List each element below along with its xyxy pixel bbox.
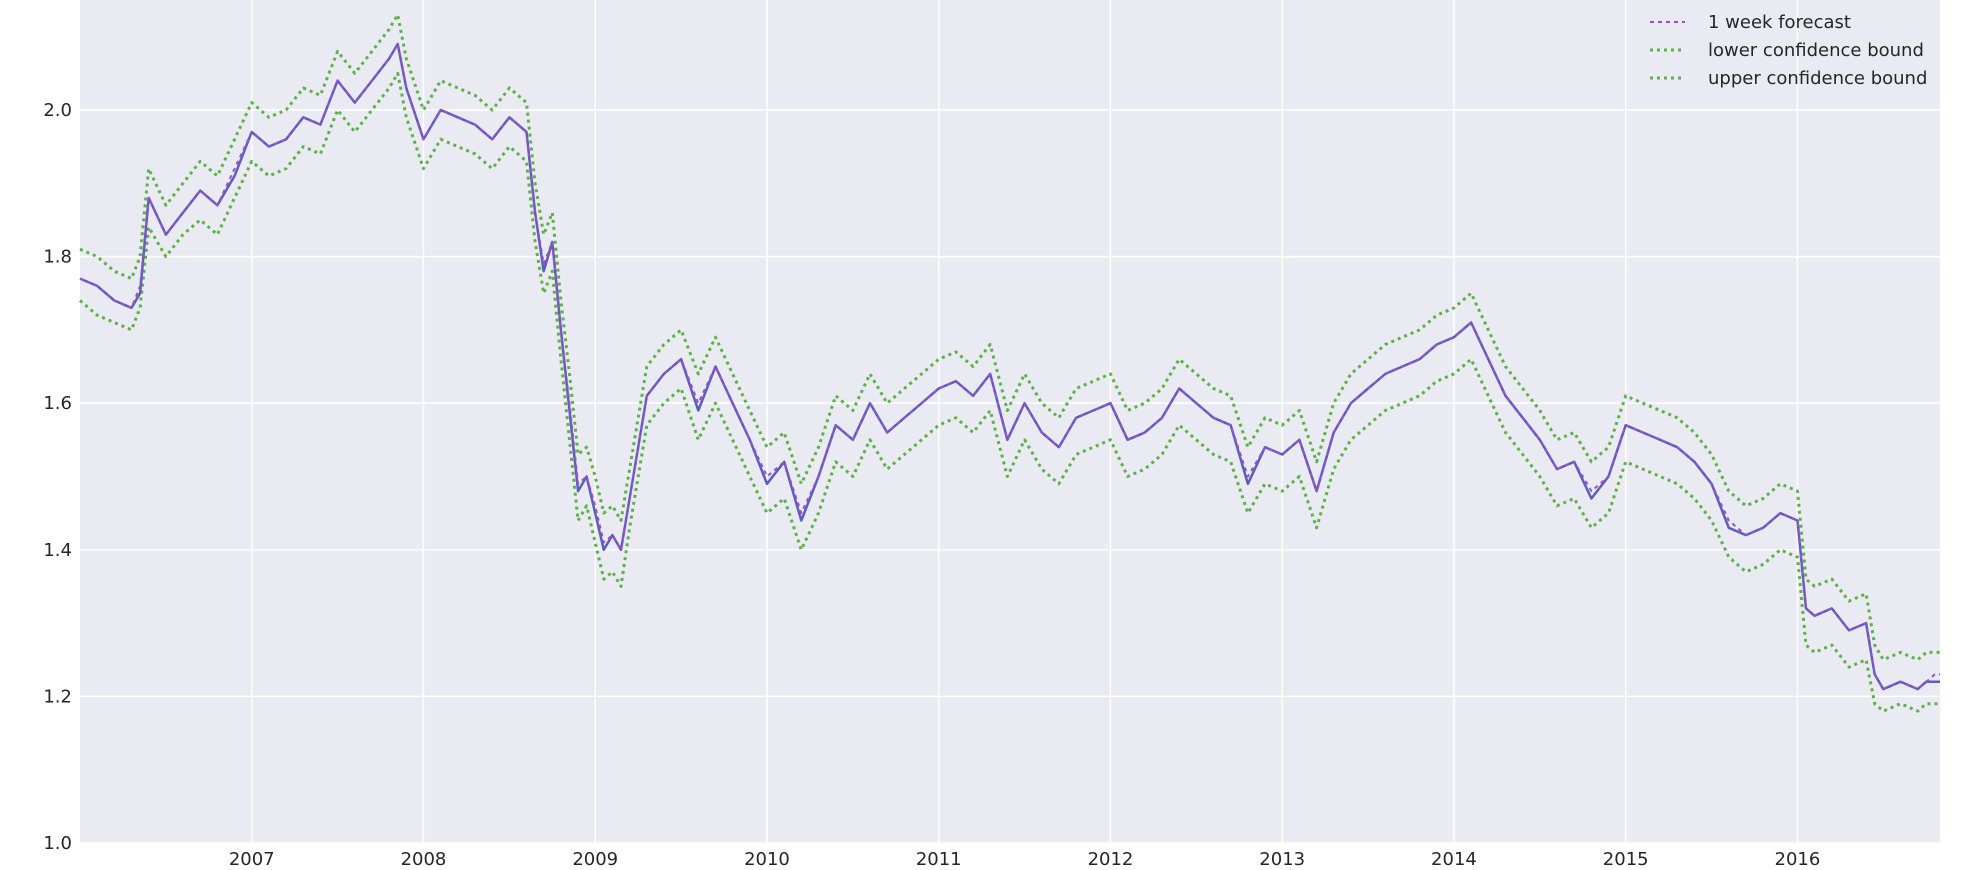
legend-item-upper: upper confidence bound <box>1650 68 1927 89</box>
x-tick-label: 2013 <box>1259 849 1305 870</box>
y-tick-label: 1.0 <box>43 833 72 854</box>
series-lower-confidence-bound <box>79 71 1940 713</box>
y-tick-label: 1.6 <box>43 393 72 414</box>
legend-item-forecast: 1 week forecast <box>1650 12 1851 33</box>
x-tick-label: 2012 <box>1088 849 1134 870</box>
legend-label: 1 week forecast <box>1708 12 1851 33</box>
series-actual <box>79 42 1940 691</box>
legend: 1 week forecast lower confidence bound u… <box>1650 12 1927 89</box>
x-tick-label: 2011 <box>916 849 962 870</box>
x-tick-label: 2015 <box>1603 849 1649 870</box>
x-axis-ticks: 2007 2008 2009 2010 2011 2012 2013 2014 2015 2016 <box>229 849 1821 870</box>
x-tick-label: 2007 <box>229 849 275 870</box>
series-layer <box>79 13 1940 713</box>
legend-label: lower confidence bound <box>1708 40 1924 61</box>
y-tick-label: 1.4 <box>43 540 72 561</box>
series-upper-confidence-bound <box>79 13 1940 662</box>
y-axis-ticks: 1.0 1.2 1.4 1.6 1.8 2.0 <box>43 100 72 854</box>
x-tick-label: 2016 <box>1775 849 1821 870</box>
plot-background <box>80 0 1940 843</box>
x-tick-label: 2014 <box>1431 849 1477 870</box>
x-tick-label: 2010 <box>744 849 790 870</box>
legend-item-lower: lower confidence bound <box>1650 40 1924 61</box>
x-tick-label: 2009 <box>572 849 618 870</box>
x-tick-label: 2008 <box>401 849 447 870</box>
y-tick-label: 2.0 <box>43 100 72 121</box>
legend-label: upper confidence bound <box>1708 68 1927 89</box>
y-tick-label: 1.8 <box>43 247 72 268</box>
y-tick-label: 1.2 <box>43 686 72 707</box>
